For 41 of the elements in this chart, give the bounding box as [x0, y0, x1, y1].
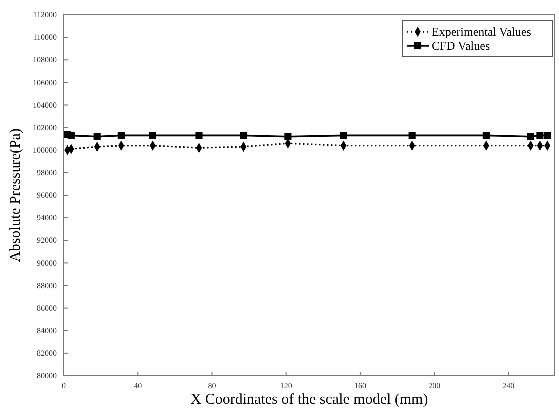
y-tick-label: 92000: [37, 236, 57, 246]
point: [482, 132, 490, 140]
point: [284, 133, 292, 140]
point: [68, 132, 75, 140]
y-tick-label: 110000: [33, 33, 57, 42]
y-tick-label: 82000: [37, 348, 57, 358]
point: [527, 133, 534, 140]
point: [340, 132, 348, 140]
point: [536, 132, 544, 140]
y-tick-label: 94000: [37, 214, 57, 223]
y-tick-label: 96000: [37, 191, 57, 200]
y-tick-label: 80000: [37, 372, 57, 381]
x-tick-label: 120: [280, 382, 292, 391]
x-axis-title: X Coordinates of the scale model (mm): [190, 392, 428, 408]
y-axis-title: Absolute Pressure(Pa): [8, 128, 24, 262]
y-tick-label: 100000: [33, 146, 57, 155]
y-tick-label: 108000: [33, 56, 57, 65]
legend-label: CFD Values: [432, 39, 490, 53]
point: [196, 132, 203, 140]
y-tick-label: 104000: [33, 100, 57, 110]
x-tick-label: 40: [134, 382, 142, 391]
y-tick-label: 86000: [37, 304, 57, 313]
x-tick-label: 160: [354, 382, 366, 391]
point: [118, 132, 125, 140]
y-tick-label: 102000: [33, 123, 57, 132]
point: [408, 132, 416, 140]
y-tick-label: 90000: [37, 258, 57, 268]
legend-label: Experimental Values: [432, 25, 532, 39]
x-tick-label: 80: [208, 382, 216, 391]
x-tick-label: 200: [428, 382, 441, 391]
y-tick-label: 88000: [37, 281, 57, 290]
point: [94, 133, 101, 140]
x-tick-label: 240: [502, 382, 515, 391]
y-tick-label: 84000: [37, 326, 57, 336]
y-tick-label: 98000: [37, 168, 57, 178]
y-tick-label: 112000: [33, 10, 57, 20]
point: [544, 132, 552, 140]
x-tick-label: 0: [62, 382, 66, 391]
y-tick-label: 106000: [33, 78, 57, 88]
point: [149, 132, 156, 140]
point: [240, 132, 248, 140]
